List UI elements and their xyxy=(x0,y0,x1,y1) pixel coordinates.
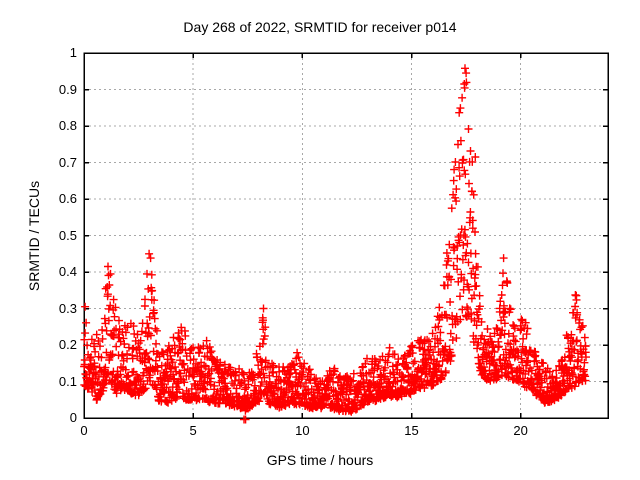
x-tick-label: 15 xyxy=(404,423,419,438)
x-tick-label: 5 xyxy=(189,423,197,438)
y-tick-label: 0.3 xyxy=(58,300,77,316)
x-axis-label: GPS time / hours xyxy=(266,452,374,468)
plot-border xyxy=(83,52,609,419)
y-tick-label: 0.9 xyxy=(58,81,77,97)
y-tick-label: 0.5 xyxy=(58,227,77,243)
y-tick-label: 0 xyxy=(69,410,77,425)
y-tick-label: 0.1 xyxy=(58,373,77,389)
chart-title: Day 268 of 2022, SRMTID for receiver p01… xyxy=(183,19,457,35)
x-tick-label: 10 xyxy=(295,423,310,438)
x-tick-label: 20 xyxy=(513,423,528,438)
y-tick-label: 1 xyxy=(69,45,77,60)
y-tick-label: 0.2 xyxy=(58,337,77,352)
y-tick-label: 0.4 xyxy=(58,264,77,279)
y-tick-label: 0.6 xyxy=(58,191,77,206)
y-tick-label: 0.8 xyxy=(58,118,77,133)
y-tick-label: 0.7 xyxy=(58,154,77,170)
scatter-points xyxy=(80,64,590,424)
x-tick-label: 0 xyxy=(80,423,88,438)
